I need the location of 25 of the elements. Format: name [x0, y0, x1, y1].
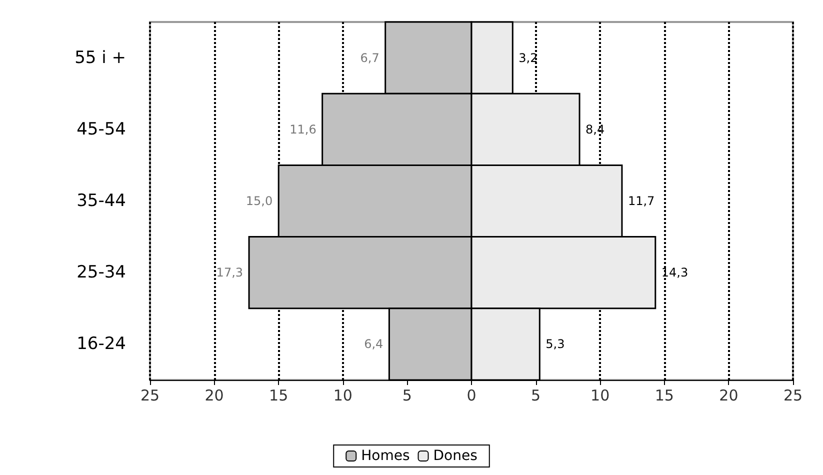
- data-label: 5,3: [546, 337, 565, 352]
- y-tick-label: 45-54: [76, 119, 126, 140]
- x-tick-label: 0: [466, 386, 476, 404]
- x-tick-label: 5: [531, 386, 541, 404]
- x-tick-label: 20: [719, 386, 738, 404]
- data-label: 15,0: [246, 194, 273, 208]
- x-tick-label: 25: [140, 386, 160, 404]
- x-tick-label: 10: [590, 386, 610, 404]
- data-label: 17,3: [216, 266, 244, 280]
- data-label: 11,7: [628, 194, 655, 208]
- y-tick-label: 16-24: [76, 334, 126, 354]
- data-label: 11,6: [290, 122, 316, 136]
- y-tick-label: 35-44: [76, 191, 126, 211]
- data-label: 6,7: [360, 50, 380, 65]
- x-tick-label: 15: [269, 386, 288, 404]
- x-tick-label: 25: [783, 386, 803, 404]
- y-tick-label: 55 i +: [74, 48, 126, 68]
- legend-label: Dones: [433, 448, 478, 464]
- x-tick-label: 5: [402, 386, 412, 404]
- x-tick-label: 20: [204, 386, 224, 404]
- legend-label: Homes: [361, 448, 410, 464]
- data-label: 6,4: [364, 337, 384, 352]
- x-tick-label: 15: [654, 386, 674, 404]
- y-tick-label: 25-34: [76, 262, 126, 283]
- x-tick-label: 10: [333, 386, 352, 404]
